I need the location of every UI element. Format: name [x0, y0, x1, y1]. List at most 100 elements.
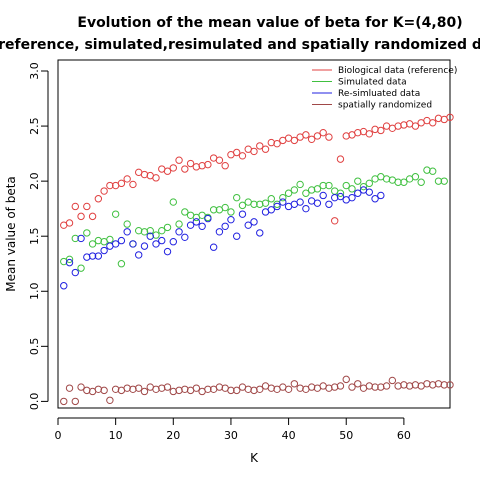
point-simulated-data — [250, 200, 258, 208]
point-re-simluated-data — [111, 240, 120, 248]
point-simulated-data — [284, 189, 293, 197]
point-re-simluated-data — [348, 193, 356, 202]
point-simulated-data — [365, 179, 373, 188]
point-simulated-data — [77, 264, 85, 272]
point-re-simluated-data — [135, 251, 143, 259]
x-tick-label: 40 — [282, 429, 296, 442]
point-re-simluated-data — [175, 228, 183, 236]
point-re-simluated-data — [163, 247, 172, 256]
point-re-simluated-data — [354, 189, 362, 197]
point-re-simluated-data — [65, 258, 74, 267]
point-biological-data-reference — [273, 139, 281, 148]
point-biological-data-reference — [215, 156, 224, 164]
point-simulated-data — [354, 177, 362, 185]
point-biological-data-reference — [88, 212, 97, 221]
point-re-simluated-data — [296, 198, 304, 206]
y-axis: 0.0 0.5 1.0 1.5 2.0 2.5 3.0 — [28, 62, 49, 411]
point-re-simluated-data — [215, 228, 224, 236]
point-spatially-randomized — [60, 397, 68, 406]
point-biological-data-reference — [250, 147, 258, 156]
y-tick-label: 1.0 — [28, 283, 41, 301]
point-simulated-data — [83, 229, 91, 237]
point-simulated-data — [169, 198, 177, 206]
point-re-simluated-data — [325, 200, 333, 208]
point-re-simluated-data — [192, 218, 201, 226]
point-re-simluated-data — [238, 210, 247, 218]
chart-title-line2: in reference, simulated,resimulated and … — [0, 37, 480, 53]
plot-frame — [57, 59, 451, 409]
point-spatially-randomized — [192, 384, 201, 392]
point-simulated-data — [227, 208, 235, 216]
point-biological-data-reference — [169, 164, 177, 172]
point-re-simluated-data — [140, 242, 149, 250]
point-spatially-randomized — [135, 384, 143, 392]
point-simulated-data — [394, 178, 402, 186]
point-biological-data-reference — [256, 142, 264, 150]
point-simulated-data — [359, 182, 368, 191]
point-spatially-randomized — [106, 396, 114, 404]
point-simulated-data — [65, 255, 74, 264]
point-re-simluated-data — [279, 198, 287, 206]
point-re-simluated-data — [129, 240, 137, 248]
point-spatially-randomized — [440, 381, 448, 389]
point-re-simluated-data — [88, 252, 97, 260]
point-spatially-randomized — [140, 387, 149, 396]
point-biological-data-reference — [411, 122, 420, 130]
point-biological-data-reference — [65, 219, 74, 227]
point-simulated-data — [325, 181, 333, 190]
point-biological-data-reference — [331, 217, 339, 225]
point-simulated-data — [209, 206, 218, 214]
point-simulated-data — [319, 181, 327, 190]
point-re-simluated-data — [319, 191, 327, 200]
x-axis-label: K — [250, 451, 259, 465]
point-biological-data-reference — [446, 113, 454, 121]
point-re-simluated-data — [198, 222, 206, 230]
point-re-simluated-data — [233, 232, 241, 240]
point-re-simluated-data — [365, 188, 373, 196]
point-biological-data-reference — [117, 179, 126, 188]
x-tick-label: 50 — [339, 429, 353, 442]
point-re-simluated-data — [123, 228, 131, 236]
point-biological-data-reference — [163, 167, 172, 175]
x-tick-label: 60 — [397, 429, 411, 442]
point-biological-data-reference — [83, 202, 91, 211]
point-spatially-randomized — [388, 376, 397, 385]
point-spatially-randomized — [227, 386, 235, 395]
point-simulated-data — [302, 189, 310, 197]
point-biological-data-reference — [129, 180, 137, 189]
point-simulated-data — [117, 260, 126, 268]
point-simulated-data — [411, 173, 420, 181]
point-spatially-randomized — [284, 385, 293, 393]
point-re-simluated-data — [60, 282, 68, 290]
point-biological-data-reference — [77, 212, 85, 221]
point-re-simluated-data — [117, 236, 126, 245]
point-spatially-randomized — [204, 385, 212, 393]
point-simulated-data — [181, 208, 189, 216]
point-re-simluated-data — [256, 229, 264, 237]
x-axis: 0 10 20 30 40 50 60 — [55, 417, 411, 442]
point-biological-data-reference — [313, 132, 322, 140]
y-tick-label: 0.0 — [28, 393, 41, 411]
chart-title-line1: Evolution of the mean value of beta for … — [77, 15, 462, 31]
point-simulated-data — [71, 234, 79, 243]
point-biological-data-reference — [100, 187, 108, 195]
point-re-simluated-data — [250, 218, 258, 226]
point-re-simluated-data — [209, 243, 218, 251]
point-biological-data-reference — [336, 155, 345, 163]
point-simulated-data — [429, 167, 437, 175]
y-tick-label: 1.5 — [28, 227, 41, 245]
point-re-simluated-data — [186, 221, 195, 229]
point-simulated-data — [342, 181, 350, 190]
point-biological-data-reference — [106, 181, 114, 190]
point-re-simluated-data — [100, 246, 108, 255]
point-simulated-data — [417, 178, 425, 186]
point-re-simluated-data — [313, 199, 322, 207]
point-simulated-data — [348, 185, 356, 193]
point-simulated-data — [290, 186, 299, 194]
legend-entry: spatially randomized — [338, 101, 432, 111]
point-spatially-randomized — [77, 383, 85, 391]
point-biological-data-reference — [181, 165, 189, 173]
point-biological-data-reference — [94, 195, 103, 203]
